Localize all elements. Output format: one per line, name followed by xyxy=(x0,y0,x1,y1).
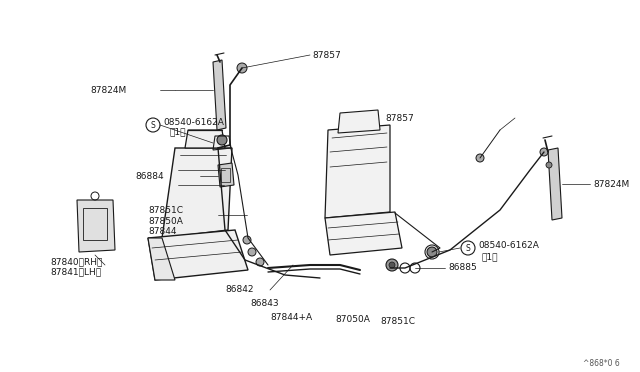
Bar xyxy=(83,208,107,240)
Text: 08540-6162A: 08540-6162A xyxy=(163,118,224,126)
Bar xyxy=(221,168,230,182)
Text: 86842: 86842 xyxy=(225,285,253,295)
Circle shape xyxy=(243,236,251,244)
Polygon shape xyxy=(325,125,390,218)
Text: 08540-6162A: 08540-6162A xyxy=(478,241,539,250)
Polygon shape xyxy=(218,163,234,187)
Text: 87857: 87857 xyxy=(312,51,340,60)
Text: （1）: （1） xyxy=(170,128,186,137)
Text: 87844: 87844 xyxy=(148,227,177,235)
Text: 87850A: 87850A xyxy=(148,217,183,225)
Text: 86884: 86884 xyxy=(135,171,164,180)
Polygon shape xyxy=(148,230,248,280)
Text: 87050A: 87050A xyxy=(335,315,370,324)
Circle shape xyxy=(256,258,264,266)
Text: 86885: 86885 xyxy=(448,263,477,273)
Text: 87851C: 87851C xyxy=(148,205,183,215)
Text: 86843: 86843 xyxy=(250,299,278,308)
Text: 87844+A: 87844+A xyxy=(270,314,312,323)
Polygon shape xyxy=(185,130,225,148)
Circle shape xyxy=(389,262,395,268)
Text: S: S xyxy=(466,244,470,253)
Circle shape xyxy=(217,135,227,145)
Text: 87841（LH）: 87841（LH） xyxy=(50,267,101,276)
Circle shape xyxy=(546,162,552,168)
Polygon shape xyxy=(148,238,175,280)
Polygon shape xyxy=(213,60,226,130)
Text: 87840（RH）: 87840（RH） xyxy=(50,257,102,266)
Circle shape xyxy=(248,248,256,256)
Text: 87824M: 87824M xyxy=(593,180,629,189)
Circle shape xyxy=(386,259,398,271)
Circle shape xyxy=(427,247,437,257)
Polygon shape xyxy=(162,148,232,238)
Text: ^868*0 6: ^868*0 6 xyxy=(583,359,620,368)
Polygon shape xyxy=(325,212,402,255)
Circle shape xyxy=(540,148,548,156)
Text: 87851C: 87851C xyxy=(380,317,415,327)
Polygon shape xyxy=(77,200,115,252)
Polygon shape xyxy=(338,110,380,133)
Polygon shape xyxy=(548,148,562,220)
Text: 87824M: 87824M xyxy=(90,86,126,94)
Circle shape xyxy=(237,63,247,73)
Text: （1）: （1） xyxy=(482,253,499,262)
Circle shape xyxy=(476,154,484,162)
Text: S: S xyxy=(150,121,156,129)
Text: 87857: 87857 xyxy=(385,113,413,122)
